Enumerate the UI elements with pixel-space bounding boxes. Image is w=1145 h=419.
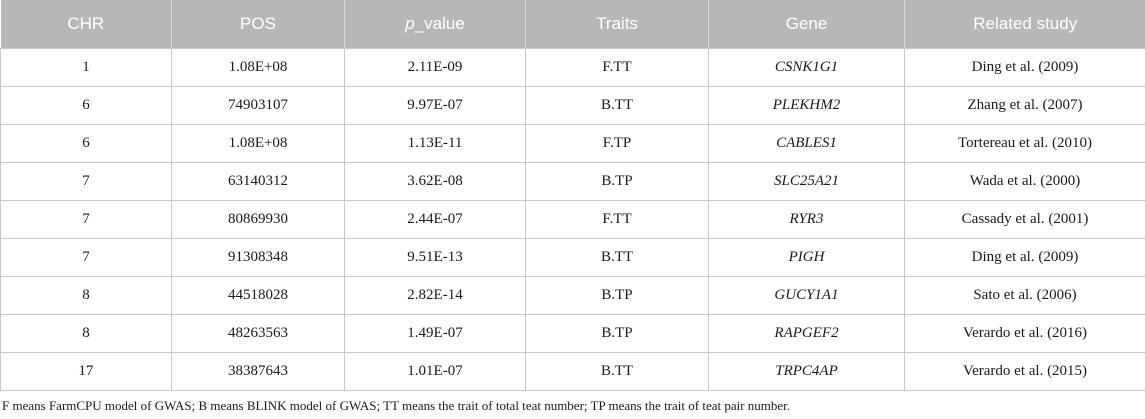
cell-chr: 1 [0,48,172,87]
table-body: 1 1.08E+08 2.11E-09 F.TT CSNK1G1 Ding et… [0,48,1145,391]
cell-pvalue: 9.51E-13 [344,238,526,277]
cell-traits: B.TP [525,162,709,201]
header-pvalue-p: p [405,14,415,33]
cell-pvalue: 1.01E-07 [344,352,526,391]
cell-pos: 1.08E+08 [171,48,345,87]
cell-gene: GUCY1A1 [708,276,905,315]
table-row: 6 74903107 9.97E-07 B.TT PLEKHM2 Zhang e… [0,86,1145,125]
cell-study: Zhang et al. (2007) [904,86,1145,125]
table-row: 17 38387643 1.01E-07 B.TT TRPC4AP Verard… [0,352,1145,391]
cell-gene: RYR3 [708,200,905,239]
cell-pos: 63140312 [171,162,345,201]
cell-gene: CABLES1 [708,124,905,163]
cell-pvalue: 2.11E-09 [344,48,526,87]
header-chr: CHR [0,0,172,49]
cell-pos: 44518028 [171,276,345,315]
table-row: 7 91308348 9.51E-13 B.TT PIGH Ding et al… [0,238,1145,277]
table-row: 1 1.08E+08 2.11E-09 F.TT CSNK1G1 Ding et… [0,48,1145,87]
cell-pos: 74903107 [171,86,345,125]
table-row: 6 1.08E+08 1.13E-11 F.TP CABLES1 Tortere… [0,124,1145,163]
header-traits: Traits [525,0,709,49]
cell-traits: B.TT [525,238,709,277]
cell-chr: 7 [0,238,172,277]
cell-chr: 7 [0,162,172,201]
cell-traits: B.TT [525,352,709,391]
cell-study: Ding et al. (2009) [904,48,1145,87]
cell-study: Ding et al. (2009) [904,238,1145,277]
table-header: CHR POS p_value Traits Gene Related stud… [0,0,1145,49]
cell-traits: F.TP [525,124,709,163]
cell-gene: SLC25A21 [708,162,905,201]
table-row: 7 80869930 2.44E-07 F.TT RYR3 Cassady et… [0,200,1145,239]
cell-gene: PLEKHM2 [708,86,905,125]
cell-chr: 8 [0,314,172,353]
table-row: 8 44518028 2.82E-14 B.TP GUCY1A1 Sato et… [0,276,1145,315]
cell-pos: 80869930 [171,200,345,239]
header-related-study: Related study [904,0,1145,49]
cell-chr: 17 [0,352,172,391]
cell-chr: 6 [0,86,172,125]
header-pvalue: p_value [344,0,526,49]
cell-traits: F.TT [525,48,709,87]
cell-pvalue: 2.44E-07 [344,200,526,239]
table-row: 8 48263563 1.49E-07 B.TP RAPGEF2 Verardo… [0,314,1145,353]
cell-pvalue: 3.62E-08 [344,162,526,201]
table-footnote: F means FarmCPU model of GWAS; B means B… [2,398,791,413]
cell-study: Cassady et al. (2001) [904,200,1145,239]
cell-study: Verardo et al. (2016) [904,314,1145,353]
gwas-results-table: CHR POS p_value Traits Gene Related stud… [0,0,1145,391]
cell-gene: TRPC4AP [708,352,905,391]
cell-gene: CSNK1G1 [708,48,905,87]
cell-traits: B.TT [525,86,709,125]
cell-gene: PIGH [708,238,905,277]
cell-pos: 91308348 [171,238,345,277]
cell-traits: F.TT [525,200,709,239]
table-row: 7 63140312 3.62E-08 B.TP SLC25A21 Wada e… [0,162,1145,201]
header-gene: Gene [708,0,905,49]
cell-study: Verardo et al. (2015) [904,352,1145,391]
cell-study: Wada et al. (2000) [904,162,1145,201]
cell-chr: 7 [0,200,172,239]
cell-study: Tortereau et al. (2010) [904,124,1145,163]
header-pvalue-rest: _value [414,14,465,33]
cell-pvalue: 2.82E-14 [344,276,526,315]
header-pos: POS [171,0,345,49]
cell-pvalue: 1.13E-11 [344,124,526,163]
cell-pos: 48263563 [171,314,345,353]
cell-study: Sato et al. (2006) [904,276,1145,315]
cell-gene: RAPGEF2 [708,314,905,353]
cell-chr: 6 [0,124,172,163]
cell-traits: B.TP [525,276,709,315]
header-row: CHR POS p_value Traits Gene Related stud… [0,0,1145,49]
cell-pvalue: 9.97E-07 [344,86,526,125]
cell-pvalue: 1.49E-07 [344,314,526,353]
cell-traits: B.TP [525,314,709,353]
cell-pos: 1.08E+08 [171,124,345,163]
cell-chr: 8 [0,276,172,315]
cell-pos: 38387643 [171,352,345,391]
